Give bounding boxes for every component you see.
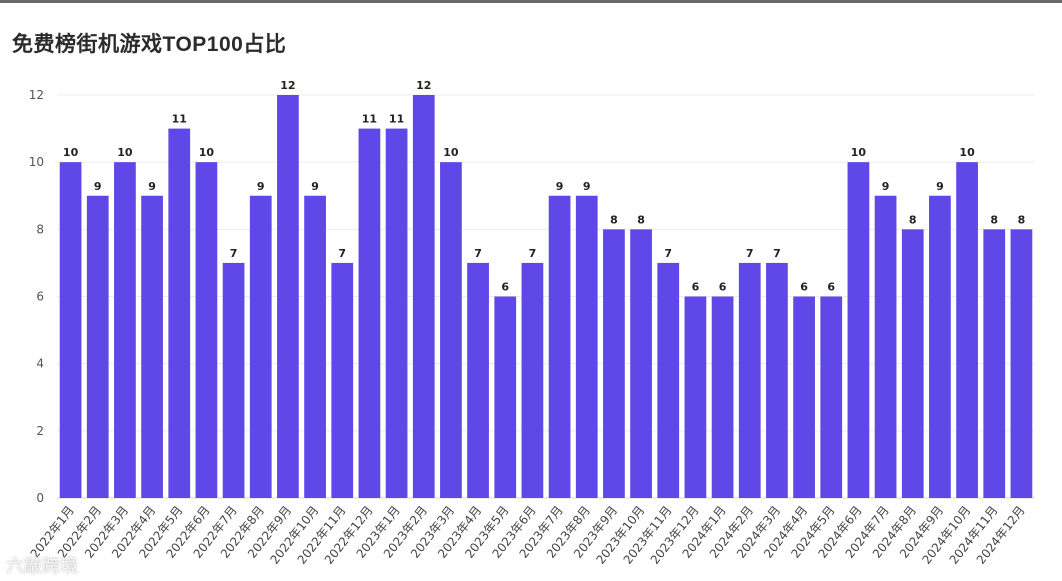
data-label: 8 (909, 213, 917, 226)
data-label: 6 (501, 281, 509, 294)
data-label: 8 (990, 213, 998, 226)
bar (956, 162, 978, 498)
data-label: 6 (719, 281, 727, 294)
bar (874, 195, 897, 498)
bar (657, 262, 680, 498)
bar (738, 262, 761, 498)
chart-title: 免费榜街机游戏TOP100占比 (12, 33, 287, 56)
data-label: 9 (882, 180, 890, 193)
bar (440, 162, 462, 498)
bar (575, 195, 598, 498)
data-label: 10 (199, 146, 215, 159)
bar (168, 128, 191, 499)
bar (222, 262, 245, 498)
bar (114, 162, 136, 498)
bar (141, 195, 163, 498)
data-label: 7 (773, 247, 781, 260)
bar (847, 162, 870, 498)
data-label: 7 (338, 247, 346, 260)
y-tick-label: 2 (36, 424, 44, 438)
y-tick-label: 0 (36, 491, 44, 505)
data-label: 8 (1018, 213, 1026, 226)
bar (412, 95, 435, 498)
data-label: 9 (94, 180, 102, 193)
data-label: 9 (936, 180, 944, 193)
bar (358, 128, 381, 499)
y-tick-label: 12 (29, 88, 44, 102)
data-label: 12 (280, 79, 295, 92)
y-tick-label: 6 (36, 290, 44, 304)
y-tick-label: 8 (36, 222, 44, 236)
data-label: 6 (800, 281, 808, 294)
bar (901, 229, 924, 499)
bar (277, 95, 299, 498)
bar (195, 162, 218, 498)
bar (766, 262, 788, 498)
watermark-text: 六敲跨境 (6, 556, 78, 577)
bar (521, 262, 544, 498)
data-label: 9 (311, 180, 319, 193)
data-label: 8 (637, 213, 645, 226)
data-label: 10 (851, 146, 867, 159)
bar (385, 128, 408, 499)
bar (86, 195, 109, 498)
bar (929, 195, 951, 498)
bar (711, 296, 734, 498)
top-border (0, 0, 1062, 3)
data-label: 9 (257, 180, 265, 193)
data-label: 10 (443, 146, 459, 159)
bar (603, 229, 625, 499)
bar (820, 296, 843, 498)
data-label: 7 (474, 247, 482, 260)
data-label: 7 (746, 247, 754, 260)
bar (630, 229, 652, 499)
bar (249, 195, 272, 498)
bar (1010, 229, 1033, 499)
bar (983, 229, 1006, 499)
data-label: 6 (827, 281, 835, 294)
data-label: 10 (959, 146, 975, 159)
data-label: 11 (389, 113, 404, 126)
y-tick-label: 10 (29, 155, 44, 169)
data-label: 10 (63, 146, 79, 159)
y-tick-label: 4 (36, 357, 44, 371)
bar (467, 262, 489, 498)
bar (494, 296, 517, 498)
data-label: 9 (148, 180, 156, 193)
data-label: 12 (416, 79, 431, 92)
bar (684, 296, 707, 498)
data-label: 11 (172, 113, 187, 126)
data-label: 6 (692, 281, 700, 294)
data-label: 9 (556, 180, 564, 193)
bar (793, 296, 815, 498)
bar (548, 195, 571, 498)
bar (59, 162, 82, 498)
data-label: 7 (230, 247, 238, 260)
data-label: 10 (117, 146, 133, 159)
data-label: 8 (610, 213, 618, 226)
data-label: 11 (362, 113, 377, 126)
bar (331, 262, 354, 498)
data-label: 7 (664, 247, 672, 260)
data-label: 9 (583, 180, 591, 193)
bar (304, 195, 326, 498)
data-label: 7 (529, 247, 537, 260)
